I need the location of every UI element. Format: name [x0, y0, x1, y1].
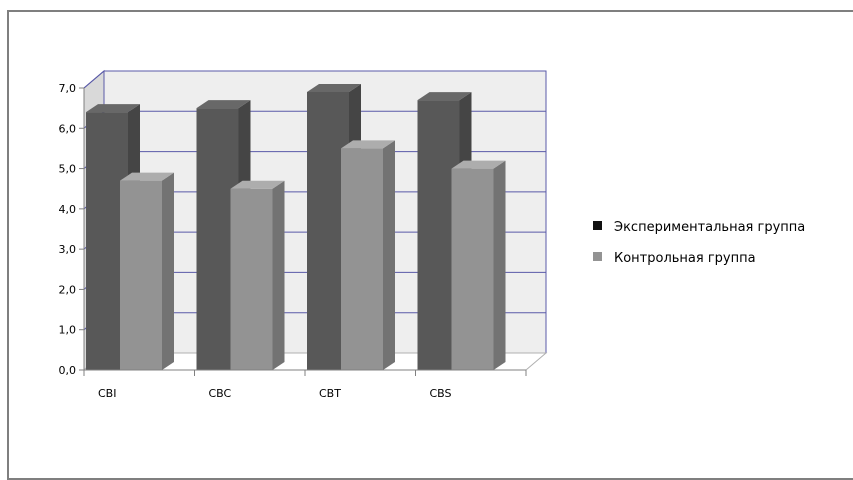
bar-top: [451, 160, 506, 169]
legend-item: Экспериментальная группа: [593, 220, 805, 235]
legend: Экспериментальная группа Контрольная груп…: [593, 220, 805, 266]
y-tick-label: 4,0: [59, 203, 77, 216]
bar-front: [86, 112, 128, 371]
bar-side: [162, 172, 174, 370]
y-tick-label: 3,0: [59, 243, 77, 256]
bar-top: [120, 172, 174, 181]
x-tick-label: CBT: [319, 387, 341, 400]
bar-front: [120, 180, 162, 370]
bar-front: [196, 108, 239, 371]
y-axis: 0,0 1,0 2,0 3,0 4,0 5,0 6,0 7,0: [59, 82, 85, 377]
legend-swatch: [593, 252, 602, 261]
y-tick-label: 1,0: [59, 324, 77, 337]
x-tick-label: CBC: [209, 387, 232, 400]
bar-front: [230, 188, 273, 370]
legend-item: Контрольная группа: [593, 251, 756, 266]
y-tick-label: 2,0: [59, 283, 77, 296]
bar-top: [341, 140, 395, 149]
x-axis: CBI CBC CBT CBS: [83, 369, 527, 400]
bar-front: [341, 148, 383, 370]
bar-side: [493, 160, 506, 370]
bar-top: [196, 100, 251, 109]
bar-front: [451, 168, 494, 370]
bar-top: [307, 84, 361, 93]
bar: [230, 180, 285, 370]
bar: [341, 140, 395, 370]
bar: [120, 172, 174, 370]
bar-front: [417, 100, 460, 370]
bar-top: [230, 180, 285, 189]
bar-front: [307, 92, 349, 371]
x-tick-label: CBS: [430, 387, 452, 400]
bar: [451, 160, 506, 370]
bars-layer: [86, 84, 506, 371]
y-tick-label: 6,0: [59, 122, 77, 135]
y-tick-label: 0,0: [59, 364, 77, 377]
gridline-side: [83, 70, 105, 89]
bar-side: [383, 140, 395, 370]
legend-swatch: [593, 221, 602, 230]
bar-side: [272, 180, 285, 370]
x-tick-label: CBI: [98, 387, 116, 400]
legend-label: Экспериментальная группа: [614, 220, 805, 235]
y-tick-label: 7,0: [59, 82, 77, 95]
legend-label: Контрольная группа: [614, 251, 756, 266]
y-tick-label: 5,0: [59, 163, 77, 176]
bar-top: [417, 92, 472, 101]
bar-top: [86, 104, 140, 113]
